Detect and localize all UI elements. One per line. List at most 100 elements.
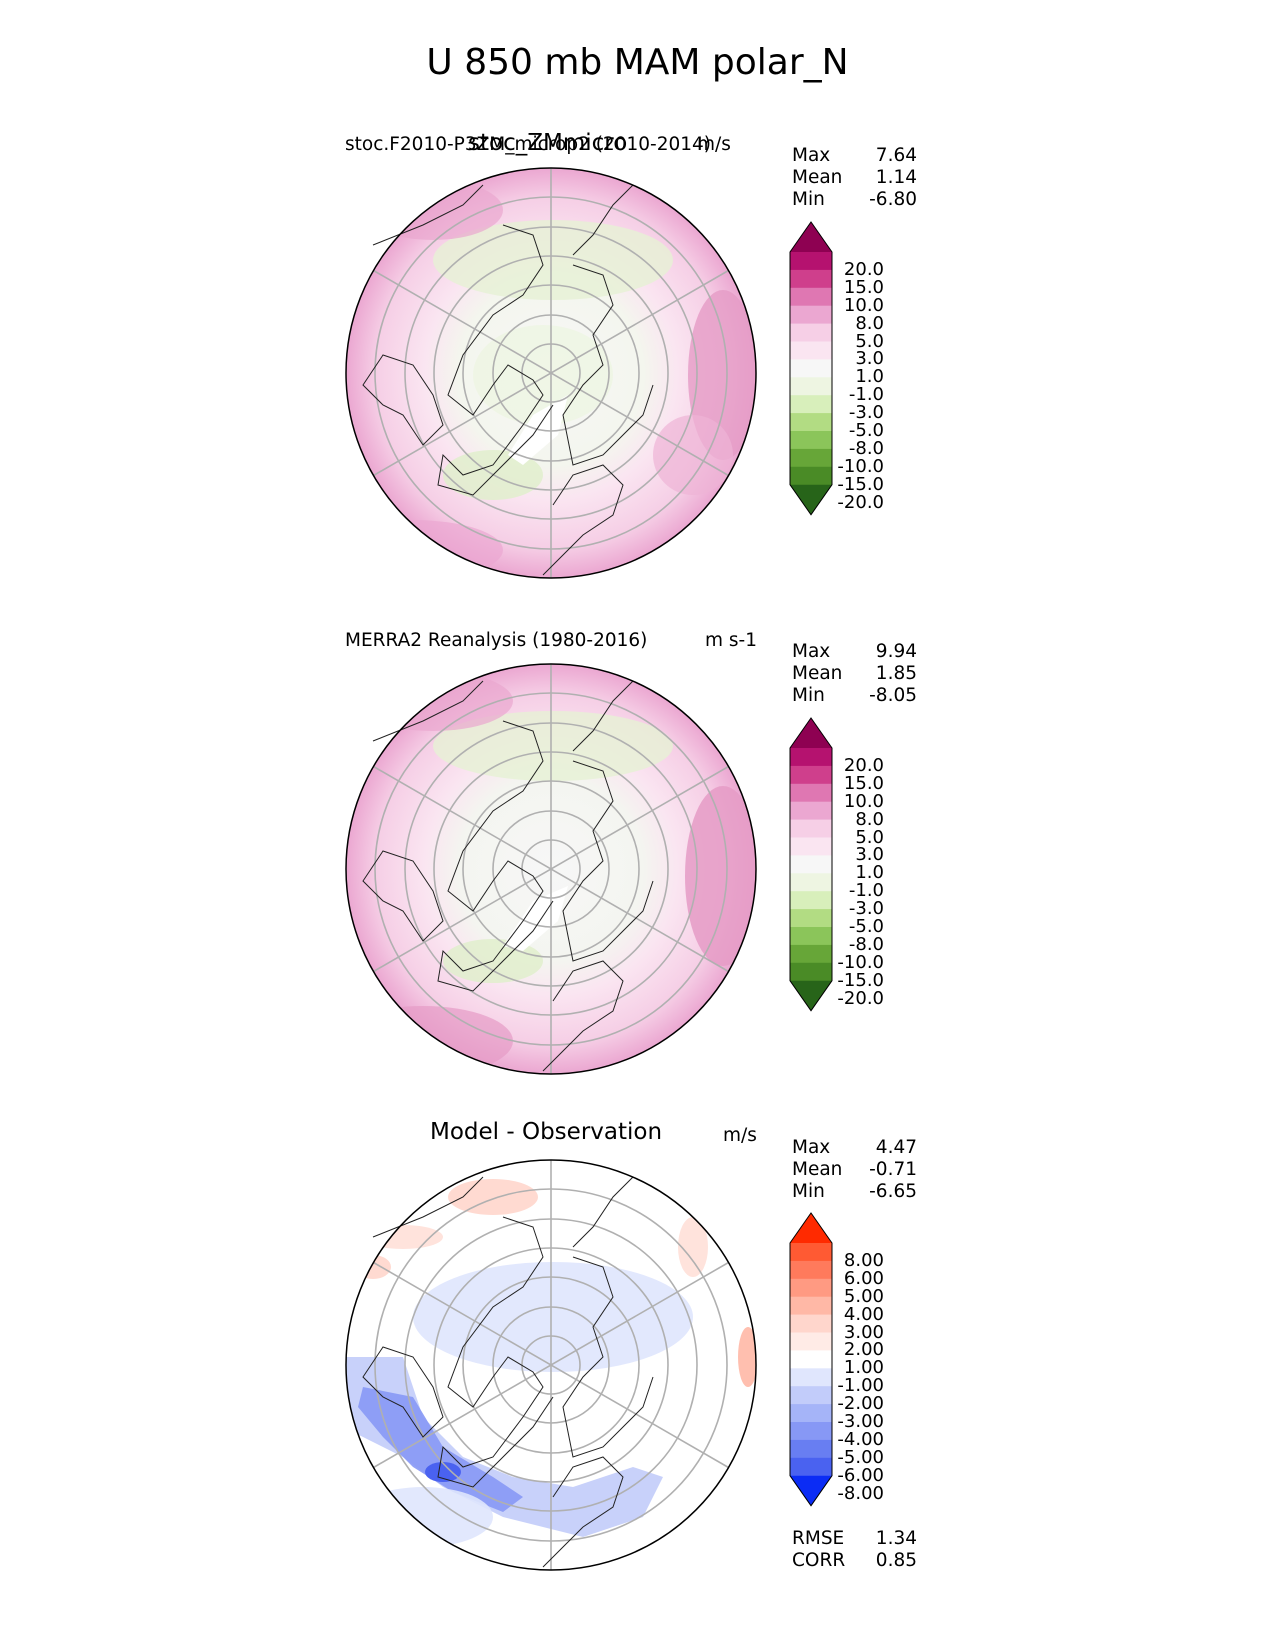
colorbar-tick-label: -6.00 xyxy=(837,1464,884,1486)
panel3-title: Model - Observation xyxy=(430,1119,663,1145)
colorbar-bin xyxy=(790,1386,832,1405)
map-border xyxy=(345,1159,757,1571)
stat-label: Max xyxy=(792,1137,831,1158)
colorbar-bin xyxy=(790,359,832,378)
stat-value: -6.80 xyxy=(869,189,917,210)
colorbar-tick-label: 5.0 xyxy=(855,330,884,352)
colorbar-outline xyxy=(789,221,833,516)
panel3-colorbar xyxy=(789,1212,833,1507)
map-border xyxy=(345,167,757,579)
colorbar-bin xyxy=(790,855,832,874)
colorbar-bin xyxy=(790,765,832,785)
graticule xyxy=(373,1160,729,1570)
coastlines xyxy=(362,184,654,576)
colorbar-tick-label: -3.0 xyxy=(848,898,884,920)
panel1-colorbar xyxy=(789,221,833,516)
colorbar-bin xyxy=(790,1278,832,1298)
stat-label: Max xyxy=(792,145,831,166)
stat-label: Min xyxy=(792,1181,825,1202)
colorbar-tick-label: -8.0 xyxy=(848,437,884,459)
panel2-stats: Max 9.94 Mean 1.85 Min -8.05 xyxy=(792,641,917,707)
field-blob xyxy=(346,1006,513,1074)
colorbar-bin xyxy=(790,837,832,856)
stat-value: 1.34 xyxy=(875,1528,917,1549)
colorbar-bin xyxy=(790,1368,832,1387)
colorbar-bin xyxy=(790,909,832,928)
colorbar-extend-top xyxy=(790,222,832,252)
stat-label: CORR xyxy=(792,1550,846,1571)
panel3-units: m/s xyxy=(723,1125,757,1146)
coastlines xyxy=(362,680,654,1072)
field-blob xyxy=(738,1327,756,1387)
colorbar-bin xyxy=(790,305,832,325)
stat-label: Mean xyxy=(792,1159,843,1180)
field-blob xyxy=(685,786,756,966)
colorbar-bin xyxy=(790,1404,832,1423)
stat-value: 1.14 xyxy=(875,167,917,188)
colorbar-bin xyxy=(790,377,832,396)
colorbar-bin xyxy=(790,944,832,964)
colorbar-extend-top xyxy=(790,1213,832,1243)
stat-label: Min xyxy=(792,189,825,210)
colorbar-bin xyxy=(790,1422,832,1441)
colorbar-bin xyxy=(790,1314,832,1333)
colorbar-bin xyxy=(790,448,832,468)
field-blob xyxy=(473,325,613,425)
colorbar-tick-label: -15.0 xyxy=(837,473,884,495)
stat-label: Mean xyxy=(792,663,843,684)
coastlines xyxy=(362,1176,654,1568)
graticule xyxy=(373,168,729,578)
colorbar-bin xyxy=(790,466,832,486)
colorbar-tick-label: 3.0 xyxy=(855,844,884,866)
colorbar-bin xyxy=(790,783,832,803)
colorbar-tick-label: -5.00 xyxy=(837,1446,884,1468)
stat-value: -0.71 xyxy=(869,1159,917,1180)
colorbar-tick-label: -8.0 xyxy=(848,933,884,955)
stat-label: Max xyxy=(792,641,831,662)
colorbar-tick-label: -3.0 xyxy=(848,402,884,424)
colorbar-bin xyxy=(790,801,832,821)
colorbar-bin xyxy=(790,1296,832,1316)
stat-label: Min xyxy=(792,685,825,706)
colorbar-tick-label: 5.00 xyxy=(843,1285,884,1307)
colorbar-outline xyxy=(789,1212,833,1507)
stat-value: -8.05 xyxy=(869,685,917,706)
colorbar-tick-label: -15.0 xyxy=(837,969,884,991)
panel3-stats: Max 4.47 Mean -0.71 Min -6.65 xyxy=(792,1137,917,1203)
field-blob xyxy=(346,520,503,578)
colorbar-bin xyxy=(790,269,832,289)
colorbar-tick-label: -20.0 xyxy=(837,987,884,1009)
colorbar-bin xyxy=(790,1439,832,1459)
colorbar-tick-label: -20.0 xyxy=(837,491,884,513)
stat-label: RMSE xyxy=(792,1528,845,1549)
colorbar-bin xyxy=(790,431,832,450)
colorbar-tick-label: 15.0 xyxy=(843,772,884,794)
colorbar-tick-label: -10.0 xyxy=(837,951,884,973)
panel2-left-label: MERRA2 Reanalysis (1980-2016) xyxy=(345,630,648,651)
colorbar-extend-bottom xyxy=(790,484,832,515)
colorbar-bin xyxy=(790,819,832,838)
field-blob xyxy=(413,1262,693,1372)
graticule xyxy=(373,664,729,1074)
colorbar-tick-label: 10.0 xyxy=(843,790,884,812)
colorbar-bin xyxy=(790,287,832,307)
colorbar-bin xyxy=(790,927,832,946)
colorbar-tick-label: 20.0 xyxy=(843,258,884,280)
map-border xyxy=(345,663,757,1075)
colorbar-tick-label: -4.00 xyxy=(837,1428,884,1450)
field-blob xyxy=(363,180,503,240)
panel2-polar-map xyxy=(345,663,757,1075)
stat-value: -6.65 xyxy=(869,1181,917,1202)
colorbar-tick-label: -1.00 xyxy=(837,1375,884,1397)
colorbar-extend-bottom xyxy=(790,980,832,1011)
panel1-stats: Max 7.64 Mean 1.14 Min -6.80 xyxy=(792,145,917,211)
colorbar-tick-label: 8.00 xyxy=(843,1249,884,1271)
colorbar-bin xyxy=(790,323,832,342)
stat-value: 7.64 xyxy=(875,145,917,166)
colorbar-extend-top xyxy=(790,718,832,748)
colorbar-tick-label: -2.00 xyxy=(837,1393,884,1415)
colorbar-bin xyxy=(790,748,832,767)
panel2-colorbar xyxy=(789,717,833,1012)
stat-value: 9.94 xyxy=(875,641,917,662)
colorbar-tick-label: 8.0 xyxy=(855,808,884,830)
